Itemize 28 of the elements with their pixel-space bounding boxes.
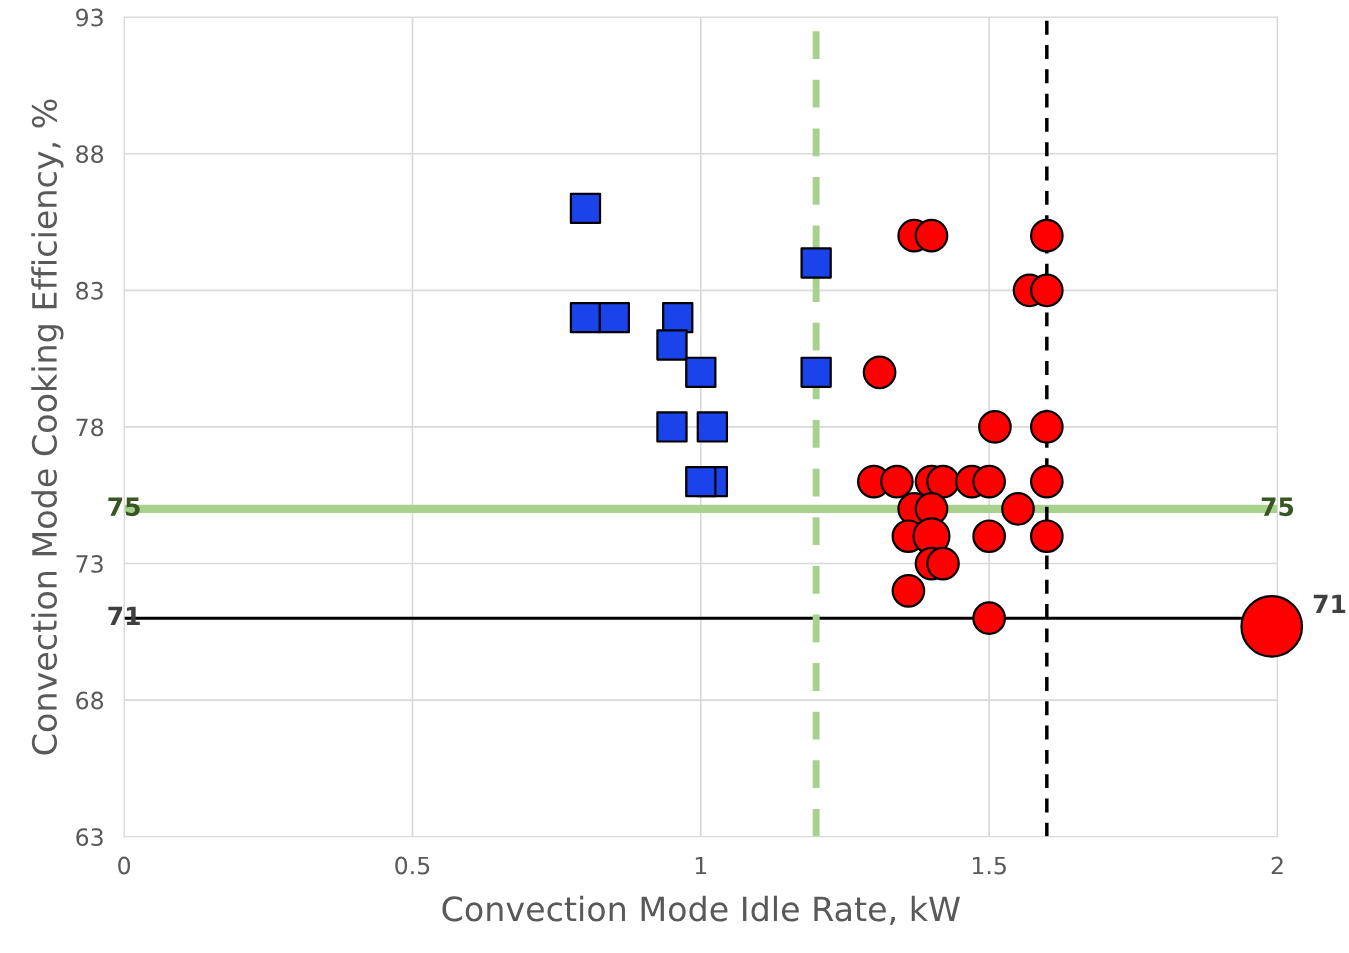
y-tick-label: 78 (76, 418, 104, 437)
y-tick-label: 88 (76, 145, 104, 164)
point (800, 356, 832, 388)
y-tick-label: 68 (76, 691, 104, 710)
x-tick-label: 0 (118, 856, 131, 875)
point (569, 301, 602, 334)
y-tick-label: 83 (76, 281, 103, 300)
ref-line-label: 75 (108, 497, 140, 517)
point (569, 192, 602, 225)
point (656, 411, 688, 443)
x-axis-title: Convection Mode Idle Rate, kW (442, 895, 960, 925)
x-tick-label: 2 (1271, 856, 1283, 875)
y-axis-title: Convection Mode Cooking Efficiency, % (31, 99, 64, 755)
x-tick-label: 0.5 (395, 856, 430, 875)
y-tick-label: 93 (76, 8, 103, 27)
point (685, 465, 717, 498)
y-tick-label: 73 (76, 554, 103, 573)
point (800, 247, 832, 279)
point (598, 301, 630, 334)
x-tick-label: 1.5 (972, 856, 1006, 875)
x-tick-label: 1 (695, 856, 707, 875)
point (685, 356, 717, 388)
point (656, 329, 688, 361)
text: 71 (1313, 594, 1346, 613)
text: 75 (1261, 497, 1294, 517)
point (696, 411, 729, 443)
y-tick-label: 63 (76, 828, 103, 847)
ref-line-label: 71 (108, 606, 140, 626)
